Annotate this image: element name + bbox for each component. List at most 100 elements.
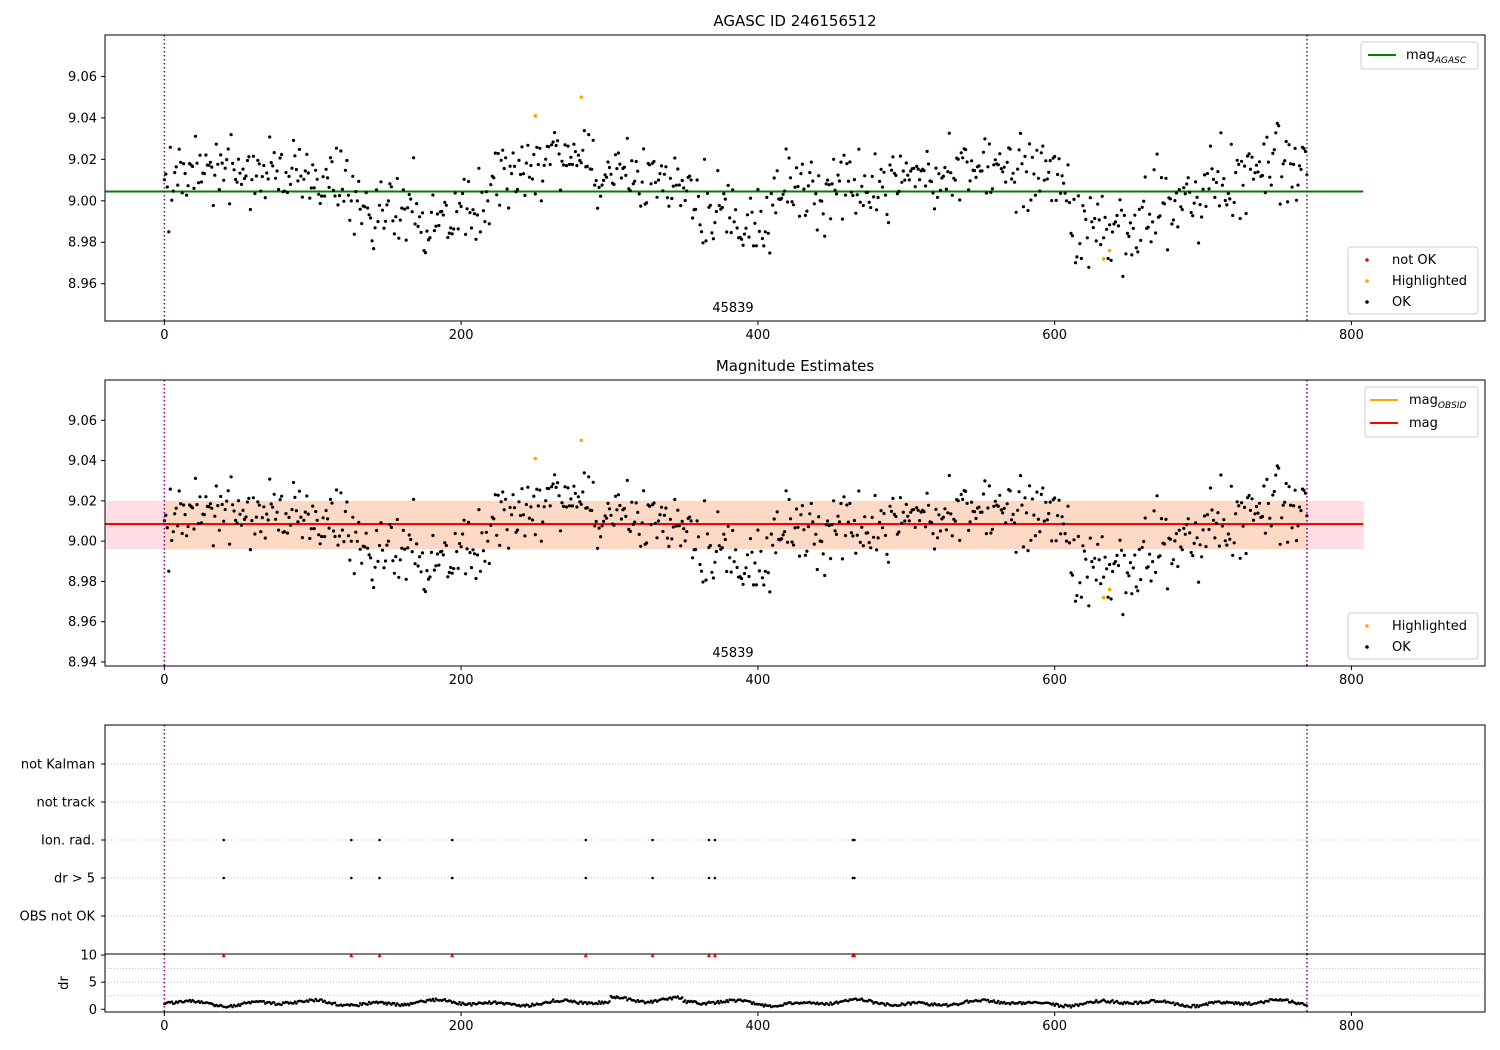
dr-point <box>649 999 653 1003</box>
ok-point <box>437 223 441 228</box>
ok-point <box>284 170 288 175</box>
ok-point <box>1185 523 1189 527</box>
ok-point <box>717 203 721 208</box>
ok-point <box>958 538 962 543</box>
ok-point <box>1008 489 1012 493</box>
ok-point <box>671 184 675 188</box>
dr-point <box>430 999 433 1002</box>
ok-point <box>464 572 468 576</box>
ok-point <box>880 185 885 189</box>
ok-point <box>551 140 555 144</box>
ok-point <box>524 502 529 507</box>
ok-point <box>1299 509 1303 513</box>
ok-point <box>1287 485 1291 489</box>
ok-point <box>999 508 1003 512</box>
x-tick-label: 400 <box>745 673 770 688</box>
ok-point <box>958 198 962 202</box>
dr-point <box>931 1003 935 1007</box>
ok-point <box>829 557 833 561</box>
dr-clipped-marker <box>706 953 711 958</box>
ok-point <box>959 151 963 155</box>
ok-point <box>1294 539 1299 543</box>
dr-point <box>1002 1000 1006 1004</box>
ok-point <box>1275 464 1279 468</box>
ok-point <box>486 199 490 203</box>
ok-point <box>683 198 687 203</box>
panel-agasc: AGASC ID 246156512 45839 0 200 400 600 800 8… <box>68 12 1486 343</box>
ok-point <box>1220 524 1224 528</box>
ok-point <box>508 505 512 510</box>
legend-ok-marker <box>1365 300 1369 304</box>
ok-point <box>512 506 517 510</box>
ok-point <box>1263 191 1267 195</box>
flag-point <box>584 838 588 842</box>
ok-point <box>754 583 759 587</box>
ok-point <box>1004 521 1008 525</box>
ok-point <box>1093 216 1097 221</box>
ok-point <box>366 546 370 550</box>
ok-point <box>1039 492 1043 496</box>
dr-point <box>459 1003 463 1007</box>
ok-point <box>636 510 640 514</box>
x-tick-label: 600 <box>1042 1019 1067 1034</box>
ok-point <box>299 515 303 519</box>
ok-point <box>579 502 583 506</box>
ok-point <box>1118 538 1122 542</box>
ok-point <box>465 207 469 211</box>
ok-point <box>462 518 466 522</box>
ok-point <box>1292 504 1296 508</box>
dr-point <box>550 1000 553 1003</box>
ok-point <box>455 210 459 214</box>
ok-point <box>1085 575 1089 579</box>
ok-point <box>1097 558 1101 562</box>
ok-point <box>259 189 263 193</box>
ok-point <box>483 559 487 563</box>
ok-point <box>671 525 675 529</box>
ok-point <box>756 187 760 192</box>
x-tick-label: 200 <box>449 673 474 688</box>
ok-point <box>437 563 441 567</box>
ok-point <box>296 179 300 183</box>
ok-point <box>714 209 719 214</box>
ok-point <box>311 504 315 508</box>
ok-point <box>1283 159 1287 163</box>
ok-point <box>478 569 482 573</box>
highlighted-point <box>1107 248 1112 253</box>
ok-point <box>631 182 635 186</box>
ok-point <box>992 163 996 167</box>
ok-point <box>885 212 889 217</box>
ok-point <box>395 517 399 522</box>
ok-point <box>909 169 913 173</box>
ok-point <box>527 175 532 179</box>
ok-point <box>1045 177 1049 181</box>
ok-point <box>1191 214 1195 218</box>
ok-point <box>800 162 805 166</box>
ok-point <box>563 485 567 489</box>
ok-point <box>846 520 851 524</box>
ok-point <box>461 532 465 536</box>
ok-point <box>302 177 306 181</box>
ok-point <box>342 540 346 544</box>
ok-point <box>716 510 720 514</box>
dr-point <box>1121 1002 1125 1006</box>
ok-point <box>860 525 864 529</box>
ok-point <box>628 529 632 534</box>
dr-point <box>272 1001 276 1004</box>
ok-point <box>314 168 318 172</box>
dr-point <box>899 1004 902 1007</box>
ok-point <box>392 571 396 575</box>
ok-point <box>753 561 757 565</box>
ok-point <box>766 571 770 575</box>
ok-point <box>1192 201 1196 205</box>
ok-point <box>263 536 267 540</box>
ok-point <box>1142 199 1146 203</box>
flag-point <box>707 838 711 842</box>
dr-point <box>1246 1002 1249 1006</box>
dr-point <box>323 999 326 1003</box>
ok-point <box>529 505 533 509</box>
ok-point <box>1133 213 1137 217</box>
ok-point <box>624 173 628 177</box>
ok-point <box>682 527 686 531</box>
ok-point <box>698 223 702 227</box>
dr-point <box>470 1004 473 1007</box>
